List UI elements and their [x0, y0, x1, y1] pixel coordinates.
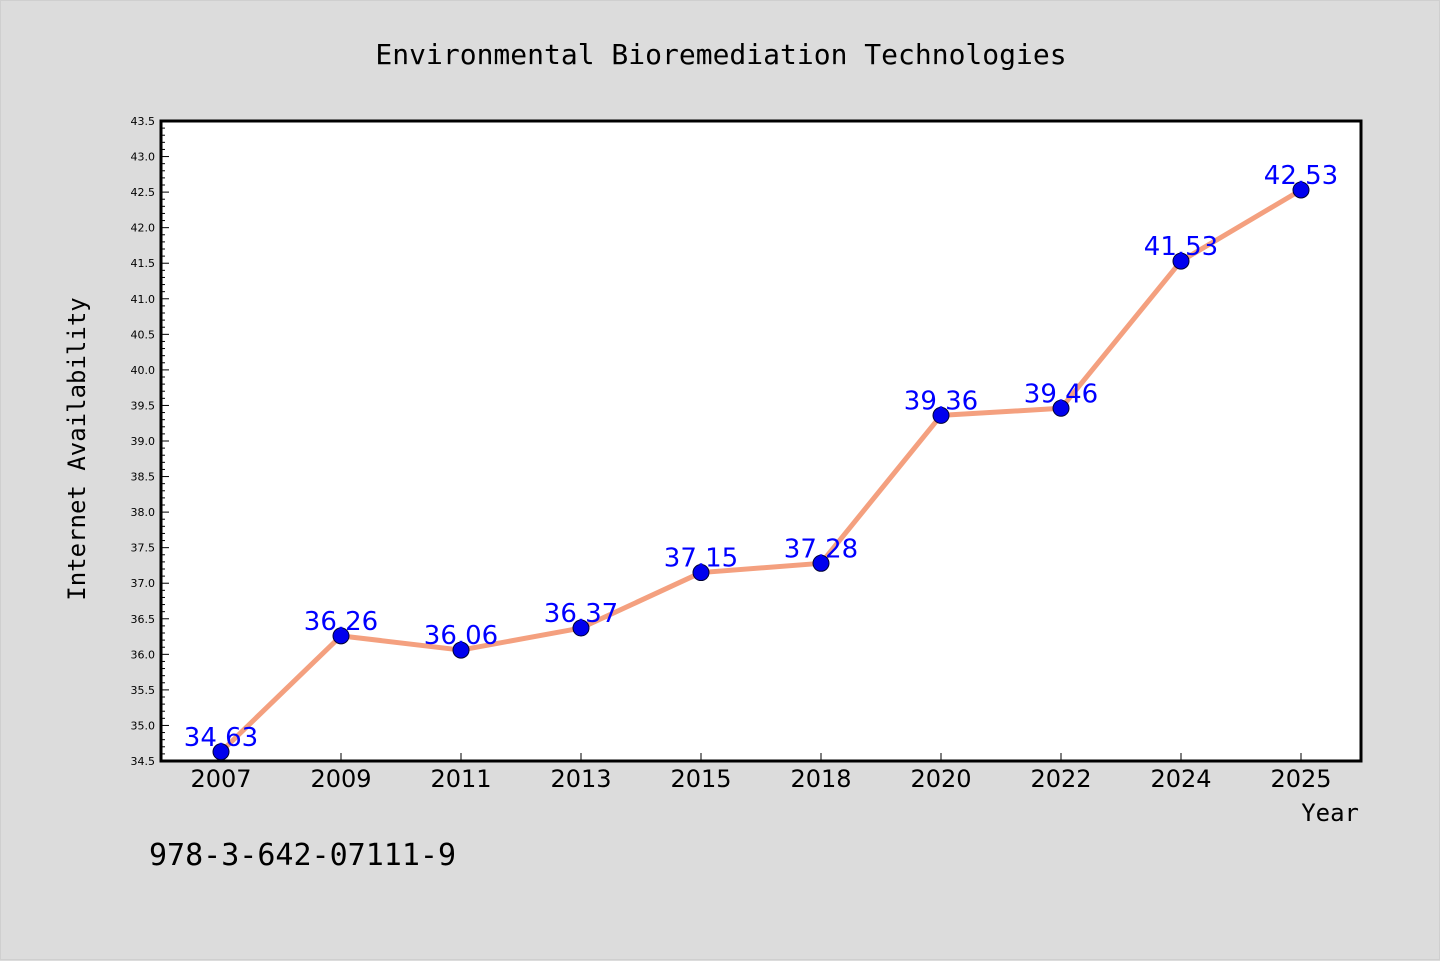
y-tick-label: 38.5 — [131, 471, 156, 484]
data-point-marker — [812, 554, 830, 572]
x-tick-label: 2007 — [190, 765, 251, 793]
y-tick-label: 38.0 — [131, 506, 156, 519]
data-labels: 34.63 36.26 36.06 36.37 37.15 37.28 39.36 39.46… — [184, 161, 1338, 753]
data-value-label: 41.53 — [1144, 232, 1218, 262]
y-tick-label: 39.0 — [131, 435, 156, 448]
y-tick-label: 34.5 — [131, 755, 156, 768]
y-tick-label: 41.5 — [131, 257, 156, 270]
data-point-marker — [332, 627, 350, 645]
y-axis: 34.5 35.0 35.5 36.0 36.5 37.0 37.5 38.0 38.5 39.0… — [131, 115, 169, 768]
y-tick-label: 36.5 — [131, 613, 156, 626]
data-point-marker — [572, 619, 590, 637]
x-tick-label: 2009 — [310, 765, 371, 793]
x-tick-label: 2013 — [550, 765, 611, 793]
data-point-marker — [212, 743, 230, 761]
y-tick-label: 43.0 — [131, 151, 156, 164]
y-tick-label: 43.5 — [131, 115, 156, 128]
y-tick-label: 37.0 — [131, 577, 156, 590]
y-tick-label: 40.0 — [131, 364, 156, 377]
y-tick-label: 35.5 — [131, 684, 156, 697]
x-tick-label: 2022 — [1030, 765, 1091, 793]
x-tick-label: 2011 — [430, 765, 491, 793]
x-tick-label: 2020 — [910, 765, 971, 793]
data-value-label: 39.36 — [904, 386, 978, 416]
x-axis-label: Year — [1301, 799, 1359, 827]
data-point-marker — [692, 564, 710, 582]
data-point-marker — [932, 406, 950, 424]
x-axis: 2007 2009 2011 2013 2015 2018 2020 2022 2024 2025 — [190, 753, 1332, 793]
x-tick-label: 2024 — [1150, 765, 1211, 793]
data-value-label: 36.37 — [544, 599, 618, 629]
series-line — [219, 187, 1303, 754]
y-tick-label: 42.5 — [131, 186, 156, 199]
data-value-label: 39.46 — [1024, 379, 1098, 409]
y-tick-label: 36.0 — [131, 648, 156, 661]
y-tick-label: 42.0 — [131, 222, 156, 235]
data-point-marker — [452, 641, 470, 659]
data-point-marker — [1172, 252, 1190, 270]
x-tick-label: 2018 — [790, 765, 851, 793]
y-tick-label: 41.0 — [131, 293, 156, 306]
data-value-label: 37.15 — [664, 544, 738, 574]
data-point-marker — [1052, 399, 1070, 417]
isbn-footer: 978-3-642-07111-9 — [149, 838, 456, 873]
y-axis-label: Internet Availability — [63, 297, 91, 600]
plot-area — [159, 119, 1363, 763]
y-tick-label: 39.5 — [131, 399, 156, 412]
x-tick-label: 2025 — [1270, 765, 1331, 793]
data-value-label: 42.53 — [1264, 161, 1338, 191]
data-point-marker — [1292, 181, 1310, 199]
y-tick-label: 37.5 — [131, 542, 156, 555]
data-value-label: 37.28 — [784, 534, 858, 564]
data-value-label: 36.06 — [424, 621, 498, 651]
data-value-label: 36.26 — [304, 607, 378, 637]
data-markers — [212, 181, 1310, 761]
y-tick-label: 40.5 — [131, 328, 156, 341]
x-tick-label: 2015 — [670, 765, 731, 793]
chart-title: Environmental Bioremediation Technologie… — [375, 38, 1066, 71]
data-value-label: 34.63 — [184, 723, 258, 753]
y-tick-label: 35.0 — [131, 719, 156, 732]
